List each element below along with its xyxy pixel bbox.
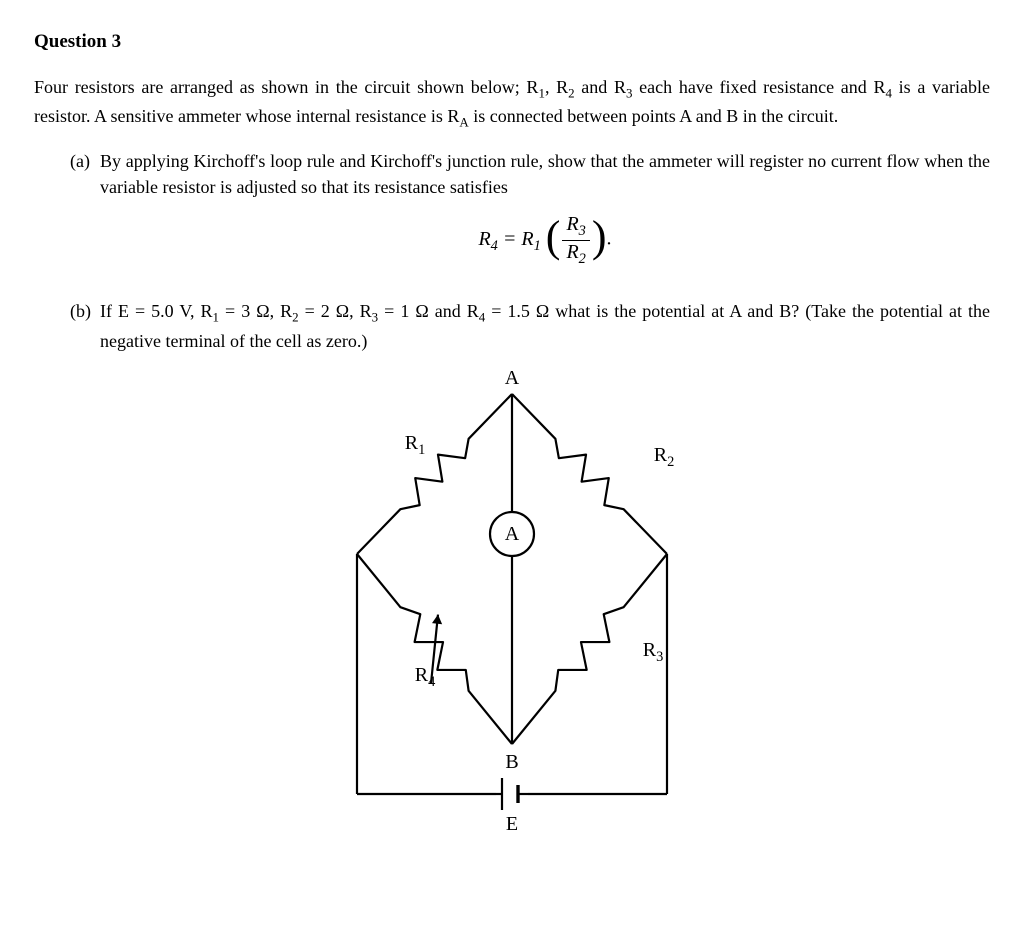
svg-text:A: A bbox=[505, 367, 520, 389]
svg-text:A: A bbox=[505, 523, 520, 545]
eq-lhs: R4 = R1 bbox=[478, 228, 540, 250]
part-a-text: By applying Kirchoff's loop rule and Kir… bbox=[100, 151, 990, 197]
question-title: Question 3 bbox=[34, 28, 990, 56]
part-a-label: (a) bbox=[70, 148, 100, 288]
eq-left-paren: ( bbox=[546, 212, 561, 261]
circuit-diagram-wrap: AABER1R2R3R4 bbox=[34, 364, 990, 871]
eq-fraction: R3R2 bbox=[562, 213, 589, 268]
svg-text:B: B bbox=[505, 751, 518, 773]
svg-text:E: E bbox=[506, 813, 518, 835]
eq-period: . bbox=[607, 228, 612, 250]
part-a: (a) By applying Kirchoff's loop rule and… bbox=[70, 148, 990, 288]
intro-paragraph: Four resistors are arranged as shown in … bbox=[34, 74, 990, 133]
eq-right-paren: ) bbox=[592, 212, 607, 261]
part-b: (b) If E = 5.0 V, R1 = 3 Ω, R2 = 2 Ω, R3… bbox=[70, 298, 990, 353]
eq-numerator: R3 bbox=[562, 213, 589, 241]
part-b-label: (b) bbox=[70, 298, 100, 353]
part-a-body: By applying Kirchoff's loop rule and Kir… bbox=[100, 148, 990, 288]
eq-denominator: R2 bbox=[562, 241, 589, 268]
part-b-text: If E = 5.0 V, R1 = 3 Ω, R2 = 2 Ω, R3 = 1… bbox=[100, 301, 990, 350]
circuit-diagram: AABER1R2R3R4 bbox=[297, 364, 727, 864]
parts-container: (a) By applying Kirchoff's loop rule and… bbox=[34, 148, 990, 353]
part-b-body: If E = 5.0 V, R1 = 3 Ω, R2 = 2 Ω, R3 = 1… bbox=[100, 298, 990, 353]
part-a-equation: R4 = R1 (R3R2). bbox=[100, 208, 990, 272]
